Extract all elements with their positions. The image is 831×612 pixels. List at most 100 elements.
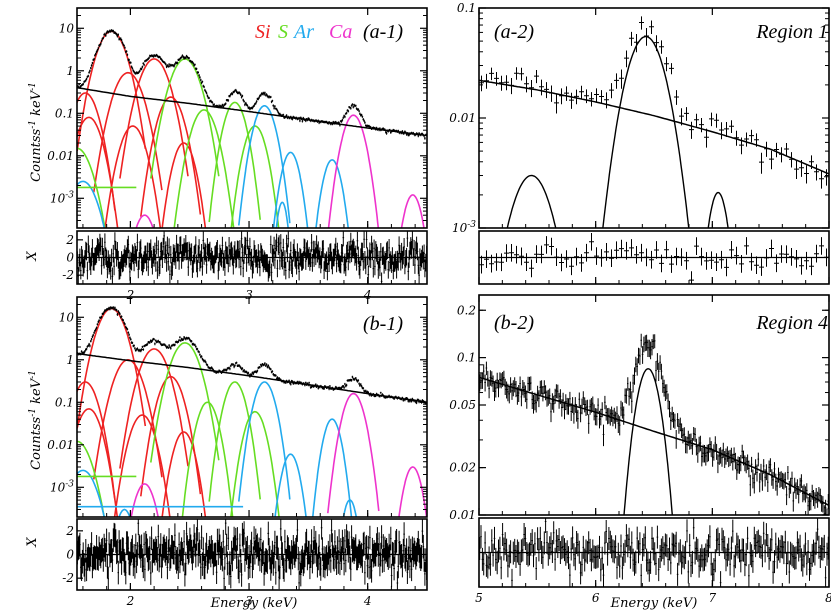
- region-label-a2: Region 1: [755, 21, 828, 43]
- plot-area-b-2: [479, 333, 829, 515]
- component-si-5-a-1: [77, 116, 119, 228]
- component-si-6-b-1: [113, 414, 171, 517]
- frame-b-1: [76, 296, 428, 518]
- residual-area-b-2: [479, 518, 829, 587]
- component-si-0-a-1: [77, 30, 147, 152]
- component-si-2-b-1: [119, 348, 189, 469]
- residual-area-b-1: [77, 519, 427, 590]
- component-s-1-a-1: [208, 101, 261, 223]
- component-s-4-b-1: [77, 440, 105, 517]
- component-s-2-b-1: [181, 401, 234, 517]
- residual-frame-b-2: [478, 517, 830, 588]
- xtick-label-b-2-0: 5: [475, 591, 483, 605]
- xtick-label-b-2-2: 7: [709, 591, 717, 605]
- component-si-4-b-1: [77, 381, 116, 500]
- component-ar-0-b-1: [238, 381, 291, 502]
- component-s-3-b-1: [230, 410, 280, 517]
- resid-label-a1: X: [25, 251, 40, 262]
- legend-ca: Ca: [329, 21, 352, 43]
- component-ca-2-a-1: [135, 214, 154, 228]
- component-ar-4-b-1: [77, 469, 106, 517]
- component-ar-4-a-1: [275, 201, 289, 228]
- component-si-3-a-1: [140, 96, 202, 217]
- xtick-label-b-1-2: 4: [363, 594, 372, 608]
- component-ar-2-a-1: [315, 159, 349, 228]
- data-points-a-2: [479, 16, 829, 189]
- ytick-label-b-2-1: 0.1: [457, 351, 476, 365]
- ytick-label-b-1-0: 10: [59, 310, 75, 324]
- residual-points-b-1: [77, 519, 427, 590]
- component-ar-5-b-1: [342, 499, 358, 517]
- continuum-model-a-2: [479, 79, 829, 175]
- component-ca-2-b-1: [130, 483, 159, 517]
- component-s-0-b-1: [150, 342, 220, 463]
- residual-area-a-1: [77, 231, 427, 284]
- resid-label-b1: X: [25, 537, 40, 548]
- legend-si: Si: [255, 21, 271, 43]
- ytick-label-a-2-0: 0.1: [457, 1, 476, 15]
- component-ca-1-a-1: [400, 194, 425, 228]
- component-s-1-b-1: [208, 381, 261, 502]
- ytick-label-b-1-4: 10-3: [50, 479, 74, 494]
- component-ar-3-b-1: [118, 508, 131, 517]
- component-si-7-a-1: [161, 142, 207, 228]
- frame-a-1: [76, 7, 428, 229]
- ytick-label-b-2-4: 0.01: [449, 508, 476, 522]
- component-s-2-a-1: [173, 109, 235, 228]
- ytick-label-a-1-1: 1: [66, 64, 74, 78]
- ylabel-top: Countss-1 keV-1: [28, 82, 44, 182]
- ytick-label-a-1-0: 10: [59, 21, 75, 35]
- component-si-2-a-1: [119, 58, 189, 179]
- ytick-label-b-2-3: 0.02: [449, 461, 476, 475]
- ytick-label-a-1-4: 10-3: [50, 190, 74, 205]
- component-si-7-b-1: [161, 431, 207, 517]
- panel-label-a1: (a-1): [363, 21, 403, 43]
- ytick-label-a-1-2: 0.1: [55, 106, 74, 120]
- ytick-label-b-1-2: 0.1: [55, 395, 74, 409]
- legend-ar: Ar: [292, 21, 314, 43]
- rtick-label-b-1-2: -2: [62, 571, 74, 585]
- xlabel-left: Energy (keV): [210, 596, 298, 611]
- ytick-label-b-2-2: 0.05: [449, 398, 476, 412]
- residual-area-a-2: [479, 233, 829, 284]
- ytick-label-a-2-1: 0.01: [449, 111, 476, 125]
- component-ar-2-b-1: [274, 453, 307, 517]
- component-si-5-b-1: [77, 408, 119, 517]
- xtick-label-b-1-0: 2: [126, 594, 135, 608]
- residual-points-a-1: [77, 231, 427, 284]
- xtick-label-b-1-1: 3: [245, 594, 253, 608]
- fe-line-component-0-a-2: [506, 174, 557, 228]
- component-si-1-a-1: [93, 71, 163, 193]
- plot-area-b-1: [77, 306, 427, 517]
- xtick-label-a-1-1: 3: [245, 288, 253, 302]
- ytick-label-b-1-3: 0.01: [47, 438, 74, 452]
- plot-area-a-1: [77, 29, 427, 228]
- xtick-label-a-1-0: 2: [126, 288, 135, 302]
- component-ca-0-a-1: [327, 114, 380, 228]
- fe-line-component-2-a-2: [707, 191, 729, 228]
- ytick-label-b-1-1: 1: [66, 353, 74, 367]
- rtick-label-a-1-1: 0: [66, 251, 74, 265]
- ytick-label-a-2-2: 10-3: [452, 220, 476, 235]
- legend-s: S: [278, 21, 288, 43]
- component-ar-1-a-1: [272, 151, 309, 228]
- component-ca-1-b-1: [398, 466, 427, 517]
- plot-layer: 10 1 0.1 0.01 10-3 2 3 4 2 0 -2 10 1 0.1 0.01 10-3 2 3 4 2 0…: [47, 1, 831, 608]
- xtick-label-a-1-2: 4: [363, 288, 372, 302]
- panel-label-b2: (b-2): [494, 312, 534, 334]
- ytick-label-a-1-3: 0.01: [47, 149, 74, 163]
- xtick-label-b-2-3: 8: [825, 591, 831, 605]
- fe-line-component-0-b-2: [623, 368, 674, 515]
- plot-area-a-2: [479, 16, 829, 228]
- rtick-label-a-1-2: -2: [62, 268, 74, 282]
- ylabel-bottom: Countss-1 keV-1: [28, 370, 44, 470]
- component-s-3-a-1: [230, 125, 280, 228]
- component-si-0-b-1: [77, 307, 147, 429]
- xlabel-right: Energy (keV): [610, 596, 698, 611]
- component-ar-1-b-1: [311, 418, 353, 517]
- component-si-4-a-1: [77, 92, 116, 211]
- panel-label-a2: (a-2): [494, 21, 534, 43]
- component-ar-3-a-1: [77, 180, 106, 228]
- component-si-6-a-1: [104, 125, 162, 228]
- residual-frame-a-2: [478, 230, 830, 285]
